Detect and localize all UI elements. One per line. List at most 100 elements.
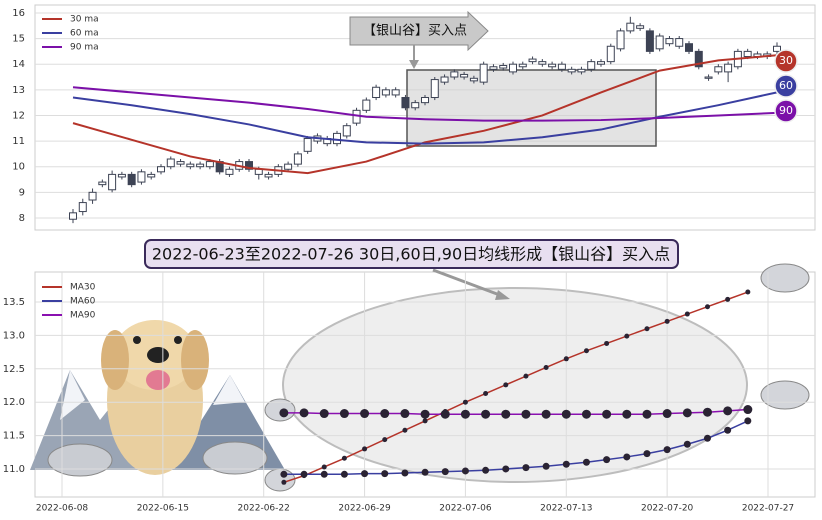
candle-body [69,212,77,220]
ma-point [724,426,732,434]
candle-body [606,45,615,63]
candle-body [626,22,635,32]
dog-eye [174,336,182,344]
legend-label: 30 ma [70,15,99,25]
ma-point [483,391,489,397]
ma-point [745,289,751,295]
end-badge [774,99,798,123]
y-tick-label: 13.0 [3,330,25,341]
legend-label: MA30 [70,283,96,293]
ma-point [361,470,369,478]
candle-body [78,202,87,213]
ma-point [279,408,289,418]
ma-point [642,409,652,419]
banner: 2022-06-23至2022-07-26 30日,60日,90日均线形成【银山… [152,245,670,264]
candle-body [665,38,674,45]
annotation: 【银山谷】买入点 [363,24,467,39]
x-tick-label: 2022-06-29 [338,504,391,514]
candle-body [430,79,439,99]
ma-point [644,326,650,332]
candle-body [372,86,381,99]
top-chart: 8 9 10 11 12 13 14 15 16 30 60 90 30 ma 60 ma 90 ma [12,8,815,224]
ma-point [624,333,630,339]
candle-body [557,63,566,70]
ma-point [501,409,511,419]
ma-point [522,464,530,472]
y-tick-label: 15 [12,34,25,45]
end-label: 30 [779,54,793,67]
snow [60,370,85,420]
ma-point [299,408,309,418]
ma-point [643,450,651,458]
candle-body [127,173,136,186]
candle-body [743,50,752,58]
y-tick-label: 16 [12,8,25,19]
ma-point [723,406,733,416]
ma-point [440,409,450,419]
ma-point [382,437,388,443]
y-tick-label: 13 [12,85,25,96]
dog-nose [147,347,169,363]
ma-point [402,427,408,433]
ma-point [725,296,731,302]
candle-body [381,89,390,96]
ma-point [381,470,389,478]
ma-point [339,409,349,419]
candle-body [773,45,781,52]
y-tick-label: 8 [19,213,25,224]
ma-point [420,409,430,419]
candle-body [98,181,107,186]
legend-label: MA60 [70,297,96,307]
legend-label: 90 ma [70,43,99,53]
ma-point [281,479,287,485]
ma-point [461,467,469,475]
ma-point [683,440,691,448]
candle-body [724,63,733,73]
candle-body [587,61,596,70]
ma-line [72,91,778,145]
ma-point [340,470,348,478]
candle-body [469,77,478,82]
candle-body [147,173,156,178]
ma-point [704,304,710,310]
candle-body [616,30,625,50]
x-tick-label: 2022-06-22 [238,504,290,514]
y-tick-label: 9 [19,187,25,198]
ma-point [622,409,632,419]
candle-body [225,168,234,175]
candle-body [293,153,302,165]
candle-body [655,35,664,50]
candle-body [460,73,469,78]
bottom-chart: 11.0 11.5 12.0 12.5 13.0 13.5 2022-06-08 2022-0… [3,272,815,514]
ma-point [562,460,570,468]
candle-body [509,63,517,73]
ma-point [582,458,590,466]
dog-ear [181,330,209,390]
y-tick-label: 11.5 [3,431,25,442]
ma-point [481,409,491,419]
pointer-arrow [432,268,506,299]
candle-body [196,163,205,168]
ma-point [460,409,470,419]
y-tick-label: 12.5 [3,364,25,375]
candle-body [401,97,410,109]
ma-point [744,417,752,425]
ma-point [541,409,551,419]
ma-point [662,409,672,419]
candle-body [538,61,547,65]
candle-body [176,161,185,165]
x-tick-label: 2022-07-13 [540,504,592,514]
candle-body [440,76,449,83]
candle-body [597,61,605,65]
candle-body [636,25,645,29]
arrow-head [495,290,510,300]
ma-point [603,456,611,464]
candle-body [450,71,459,78]
ma-point [421,468,429,476]
candle-body [157,166,165,173]
ma-point [341,455,347,461]
dog-eye [133,336,141,344]
end-badge [774,74,798,98]
candle-body [548,63,557,68]
